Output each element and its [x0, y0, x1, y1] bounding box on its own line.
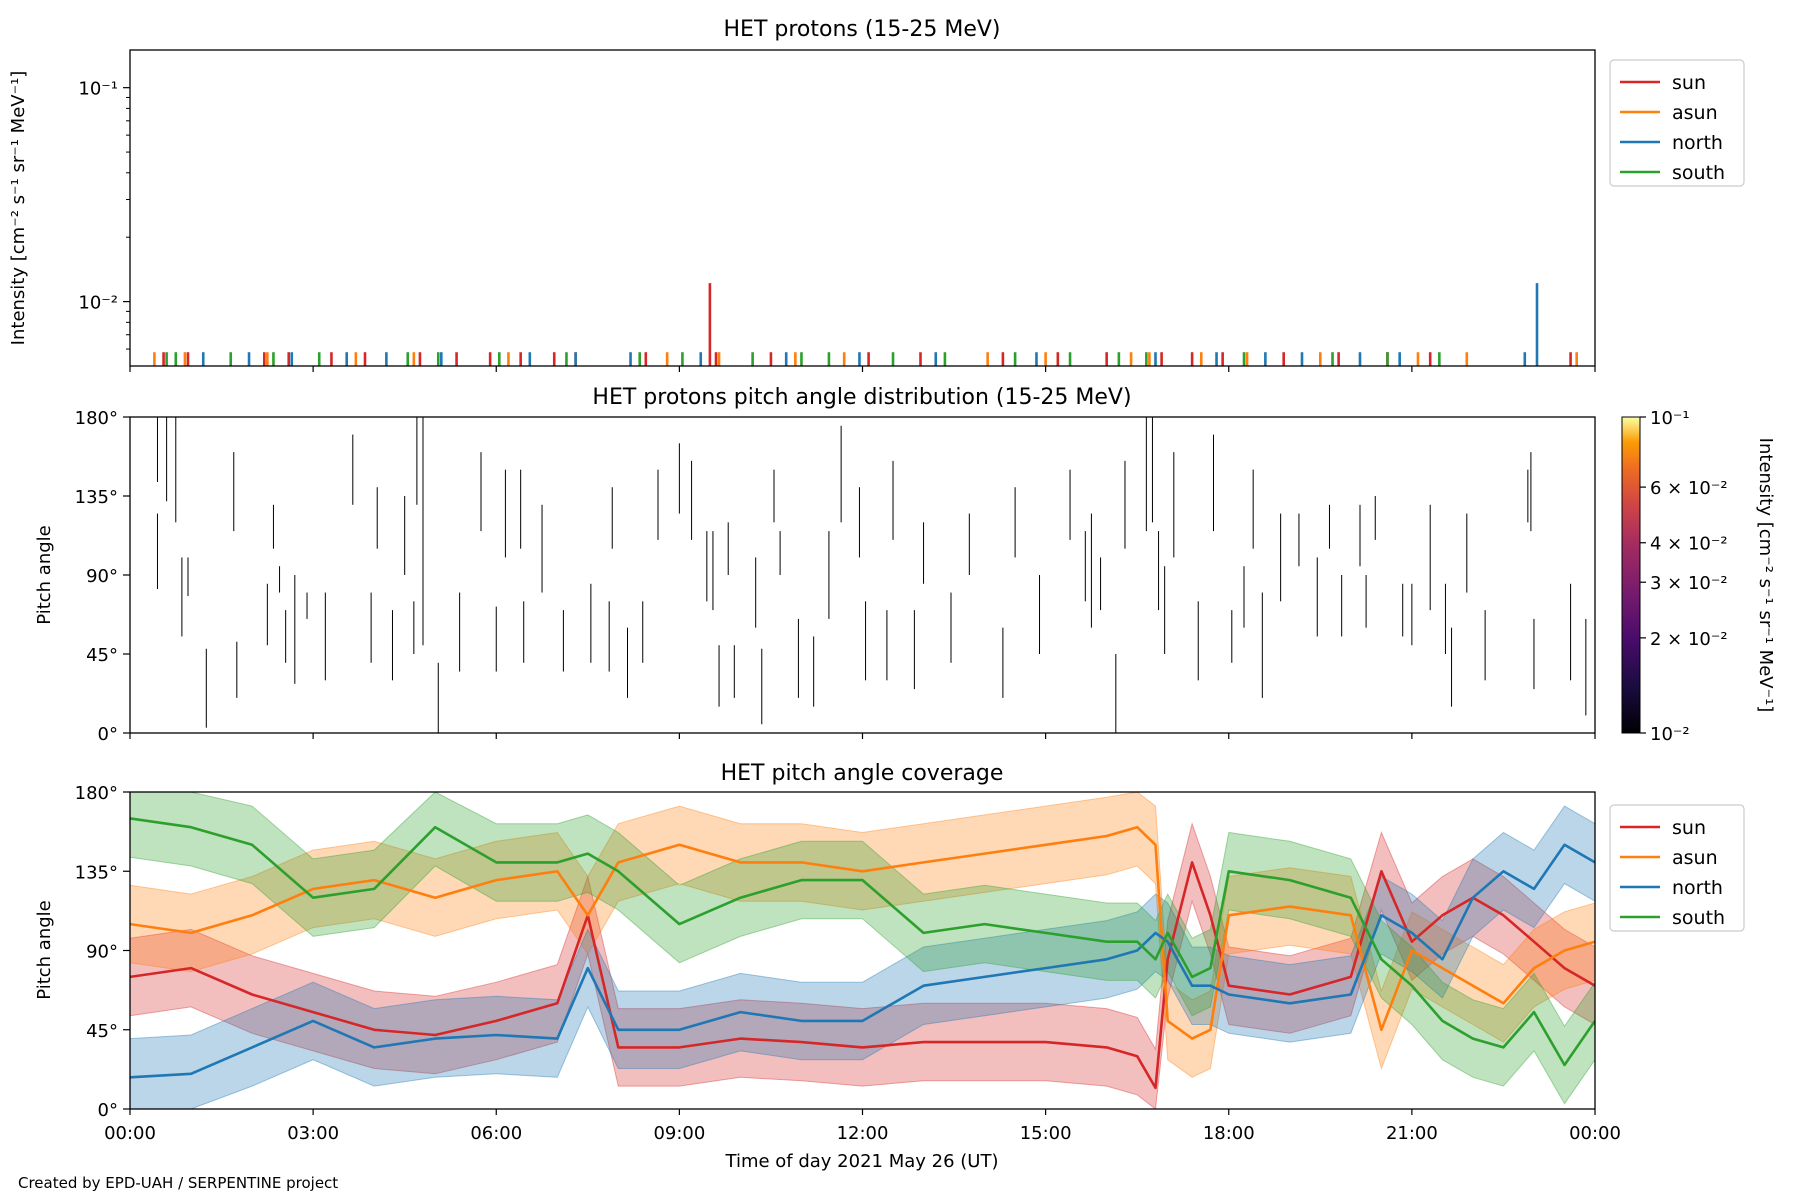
legend-coverage: sun asun north south — [1609, 804, 1745, 932]
panel-coverage: HET pitch angle coverage 0° 45° 90° 135° 180… — [34, 761, 1745, 1121]
legend-label-sun: sun — [1672, 817, 1706, 839]
x-tick-label: 18:00 — [1203, 1123, 1255, 1144]
colorbar-tick-label: 2 × 10⁻² — [1650, 629, 1728, 650]
band-sun — [130, 821, 1595, 1109]
y-tick-label: 45° — [86, 1021, 118, 1042]
colorbar-tick-label: 3 × 10⁻² — [1650, 573, 1728, 594]
legend-label-asun: asun — [1672, 847, 1718, 869]
legend-label-south: south — [1672, 907, 1725, 929]
y-tick-label: 135° — [75, 862, 118, 883]
colorbar-tick-label: 4 × 10⁻² — [1650, 534, 1728, 555]
panel-intensity-ylabel: Intensity [cm⁻² s⁻¹ sr⁻¹ MeV⁻¹] — [8, 71, 29, 346]
legend-label-sun: sun — [1672, 72, 1706, 94]
y-tick-label: 10⁻¹ — [78, 79, 118, 100]
band-north — [130, 805, 1595, 1109]
y-tick-label: 90° — [86, 942, 118, 963]
line-south — [130, 817, 1595, 1067]
panel-intensity-frame — [129, 49, 1596, 367]
line-north — [130, 843, 1595, 1079]
panel-pad-ylabel: Pitch angle — [34, 525, 55, 624]
x-tick-label: 21:00 — [1386, 1123, 1438, 1144]
colorbar-label: Intensity [cm⁻² s⁻¹ sr⁻¹ MeV⁻¹] — [1755, 438, 1776, 713]
x-tick-label: 00:00 — [1569, 1123, 1621, 1144]
y-tick-label: 0° — [98, 1100, 118, 1121]
band-south — [130, 792, 1595, 1105]
line-asun — [130, 825, 1595, 1040]
panel-pad-title: HET protons pitch angle distribution (15… — [592, 385, 1131, 410]
panel-pad-frame — [129, 416, 1596, 734]
x-tick-label: 12:00 — [837, 1123, 889, 1144]
legend-box — [1609, 59, 1745, 187]
panel-coverage-title: HET pitch angle coverage — [721, 761, 1004, 786]
x-tick-label: 06:00 — [470, 1123, 522, 1144]
x-tick-label: 15:00 — [1020, 1123, 1072, 1144]
legend-label-north: north — [1672, 877, 1723, 899]
y-tick-label: 135° — [75, 487, 118, 508]
panel-intensity-title: HET protons (15-25 MeV) — [724, 17, 1001, 42]
legend-label-south: south — [1672, 162, 1725, 184]
colorbar-tick-label: 10⁻² — [1650, 724, 1690, 745]
x-tick-label: 09:00 — [653, 1123, 705, 1144]
panel-coverage-ylabel: Pitch angle — [34, 900, 55, 999]
line-sun — [130, 861, 1595, 1090]
colorbar-tick-label: 6 × 10⁻² — [1650, 478, 1728, 499]
colorbar-tick-label: 10⁻¹ — [1650, 408, 1690, 429]
x-axis-label: Time of day 2021 May 26 (UT) — [725, 1151, 999, 1172]
y-tick-label: 90° — [86, 566, 118, 587]
credit-text: Created by EPD-UAH / SERPENTINE project — [18, 1174, 339, 1192]
x-tick-label: 00:00 — [104, 1123, 156, 1144]
x-tick-label: 03:00 — [287, 1123, 339, 1144]
y-tick-label: 180° — [75, 783, 118, 804]
panel-pad: HET protons pitch angle distribution (15… — [34, 385, 1776, 745]
y-tick-label: 0° — [98, 724, 118, 745]
y-tick-label: 180° — [75, 408, 118, 429]
panel-intensity: HET protons (15-25 MeV) 10⁻¹ 10⁻² Intensi… — [8, 17, 1745, 367]
y-tick-label: 45° — [86, 645, 118, 666]
y-tick-label: 10⁻² — [78, 293, 118, 314]
legend-intensity: sun asun north south — [1609, 59, 1745, 187]
legend-label-north: north — [1672, 132, 1723, 154]
legend-label-asun: asun — [1672, 102, 1718, 124]
legend-box — [1609, 804, 1745, 932]
colorbar — [1621, 416, 1641, 734]
